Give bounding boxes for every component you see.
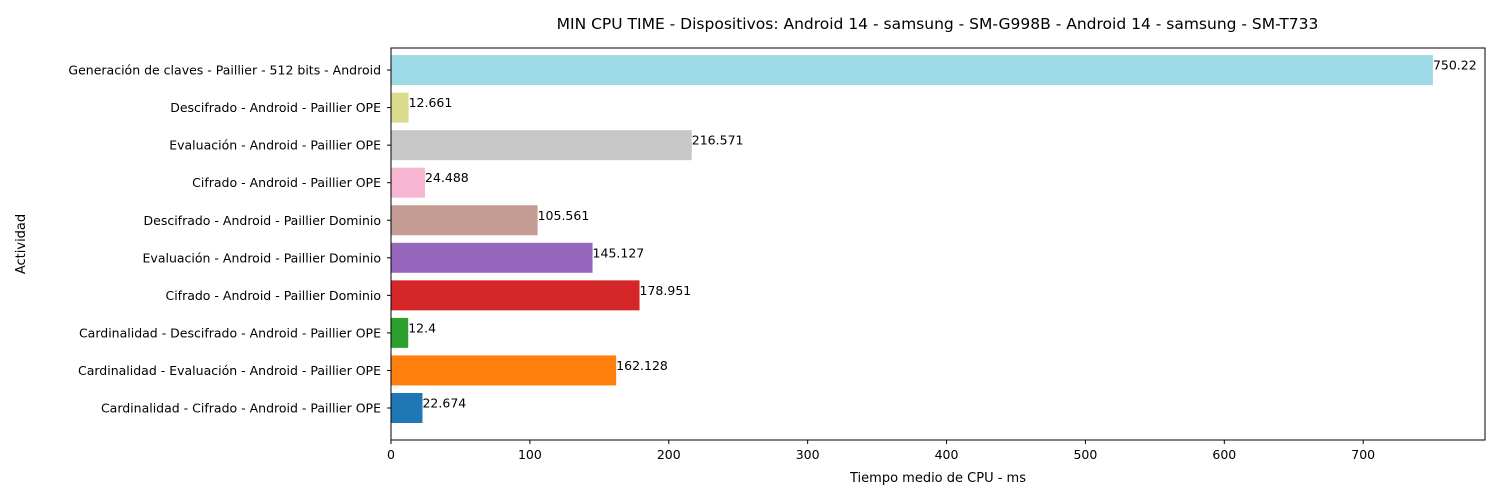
x-tick-label: 500 — [1073, 447, 1097, 462]
bar-value-label: 12.661 — [409, 95, 453, 110]
y-tick-label: Cardinalidad - Evaluación - Android - Pa… — [78, 363, 381, 378]
bar-0 — [391, 393, 423, 423]
bar-8 — [391, 92, 409, 123]
y-tick-label: Cardinalidad - Descifrado - Android - Pa… — [79, 325, 381, 340]
y-tick-label: Cifrado - Android - Paillier Dominio — [165, 288, 381, 303]
bar-value-label: 162.128 — [616, 358, 668, 373]
y-tick-label: Cardinalidad - Cifrado - Android - Paill… — [101, 401, 381, 416]
bar-2 — [391, 317, 409, 348]
x-tick-label: 700 — [1351, 447, 1375, 462]
y-tick-label: Descifrado - Android - Paillier Dominio — [144, 213, 382, 228]
bar-value-label: 216.571 — [692, 133, 744, 148]
y-tick-label: Cifrado - Android - Paillier OPE — [192, 175, 381, 190]
bar-4 — [391, 242, 593, 273]
x-tick-label: 100 — [518, 447, 542, 462]
bar-9 — [391, 55, 1433, 86]
y-tick-label: Evaluación - Android - Paillier Dominio — [143, 250, 381, 265]
bar-3 — [391, 280, 640, 311]
x-tick-label: 600 — [1212, 447, 1236, 462]
bar-value-label: 12.4 — [408, 320, 436, 335]
x-tick-label: 0 — [387, 447, 395, 462]
bar-value-label: 24.488 — [425, 170, 469, 185]
x-tick-label: 400 — [935, 447, 959, 462]
y-axis-label: Actividad — [14, 214, 29, 274]
y-tick-label: Descifrado - Android - Paillier OPE — [170, 100, 381, 115]
y-tick-label: Evaluación - Android - Paillier OPE — [169, 138, 381, 153]
y-tick-label: Generación de claves - Paillier - 512 bi… — [68, 63, 381, 78]
plot-frame — [390, 47, 1486, 441]
bar-value-label: 145.127 — [593, 245, 645, 260]
bar-value-label: 105.561 — [538, 208, 590, 223]
x-tick-label: 300 — [796, 447, 820, 462]
x-axis-label: Tiempo medio de CPU - ms — [849, 471, 1026, 486]
bar-value-label: 22.674 — [422, 396, 466, 411]
bar-value-label: 178.951 — [640, 283, 692, 298]
bar-7 — [391, 130, 692, 161]
bars-layer: 22.674 162.128 12.4 178.951 145.127 105.561 24… — [391, 55, 1477, 423]
bar-6 — [391, 167, 426, 198]
bar-5 — [391, 205, 538, 236]
x-tick-labels: 0 100 200 300 400 500 600 700 — [387, 440, 1375, 462]
chart-title: MIN CPU TIME - Dispositivos: Android 14 … — [557, 15, 1319, 33]
bar-value-label: 750.22 — [1433, 58, 1477, 73]
x-tick-label: 200 — [657, 447, 681, 462]
bar-1 — [391, 355, 617, 386]
y-tick-labels: Cardinalidad - Cifrado - Android - Paill… — [68, 63, 391, 416]
